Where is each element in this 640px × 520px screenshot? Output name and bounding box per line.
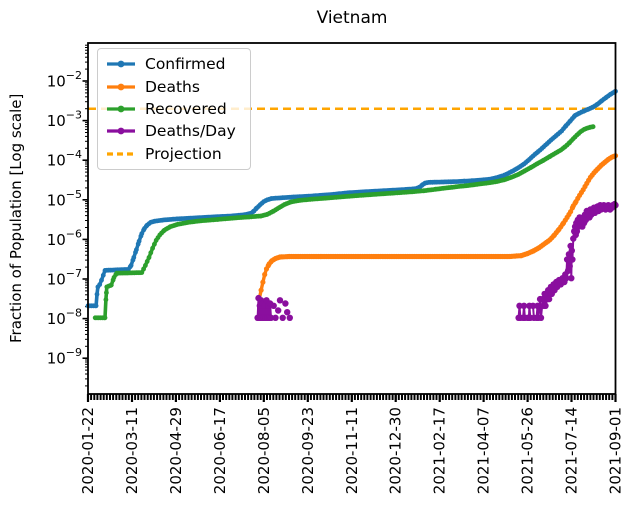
legend-label: Confirmed (145, 55, 226, 74)
y-tick-label: 10−7 (47, 267, 82, 289)
x-tick-label: 2021-05-26 (519, 407, 537, 494)
legend-label: Projection (145, 144, 222, 163)
y-tick-label: 10−9 (47, 346, 82, 368)
y-tick-label: 10−3 (47, 108, 82, 130)
legend-line-sample (107, 152, 135, 156)
x-tick-label: 2020-08-05 (255, 407, 273, 494)
legend-line-sample (107, 60, 135, 68)
legend-item-recovered: Recovered (105, 98, 236, 120)
legend-line-sample (107, 127, 135, 135)
series-recovered (92, 124, 596, 321)
y-tick-label: 10−8 (47, 306, 82, 328)
x-tick-label: 2021-04-07 (475, 407, 493, 494)
x-tick-label: 2020-04-29 (167, 407, 185, 494)
x-tick-label: 2021-07-14 (563, 407, 581, 494)
x-tick-label: 2021-09-01 (607, 407, 625, 494)
series-deaths (256, 153, 619, 302)
x-tick-band (86, 394, 617, 402)
plot-frame (87, 42, 617, 395)
legend-item-confirmed: Confirmed (105, 53, 236, 75)
legend-label: Recovered (145, 99, 227, 118)
y-tick-label: 10−5 (47, 187, 82, 209)
x-tick-label: 2020-11-11 (343, 407, 361, 494)
y-tick-label: 10−6 (47, 227, 82, 249)
x-tick-label: 2020-12-30 (387, 407, 405, 494)
legend-item-deaths-day: Deaths/Day (105, 120, 236, 142)
chart-title: Vietnam (316, 8, 388, 28)
x-tick-label: 2020-06-17 (211, 407, 229, 494)
legend-label: Deaths (145, 77, 200, 96)
x-tick-label: 2020-03-11 (123, 407, 141, 494)
legend-item-deaths: Deaths (105, 75, 236, 97)
legend-item-projection: Projection (105, 143, 236, 165)
y-tick-label: 10−2 (47, 69, 82, 91)
legend: Confirmed Deaths Recovered Deaths/Day Projec… (97, 48, 251, 170)
y-axis-label: Fraction of Population [Log scale] (7, 93, 25, 344)
x-tick-label: 2021-02-17 (431, 407, 449, 494)
y-tick-label: 10−4 (47, 148, 82, 170)
legend-line-sample (107, 83, 135, 90)
legend-line-sample (107, 105, 135, 113)
x-tick-label: 2020-09-23 (299, 407, 317, 494)
legend-label: Deaths/Day (145, 122, 236, 141)
x-tick-label: 2020-01-22 (79, 407, 97, 494)
